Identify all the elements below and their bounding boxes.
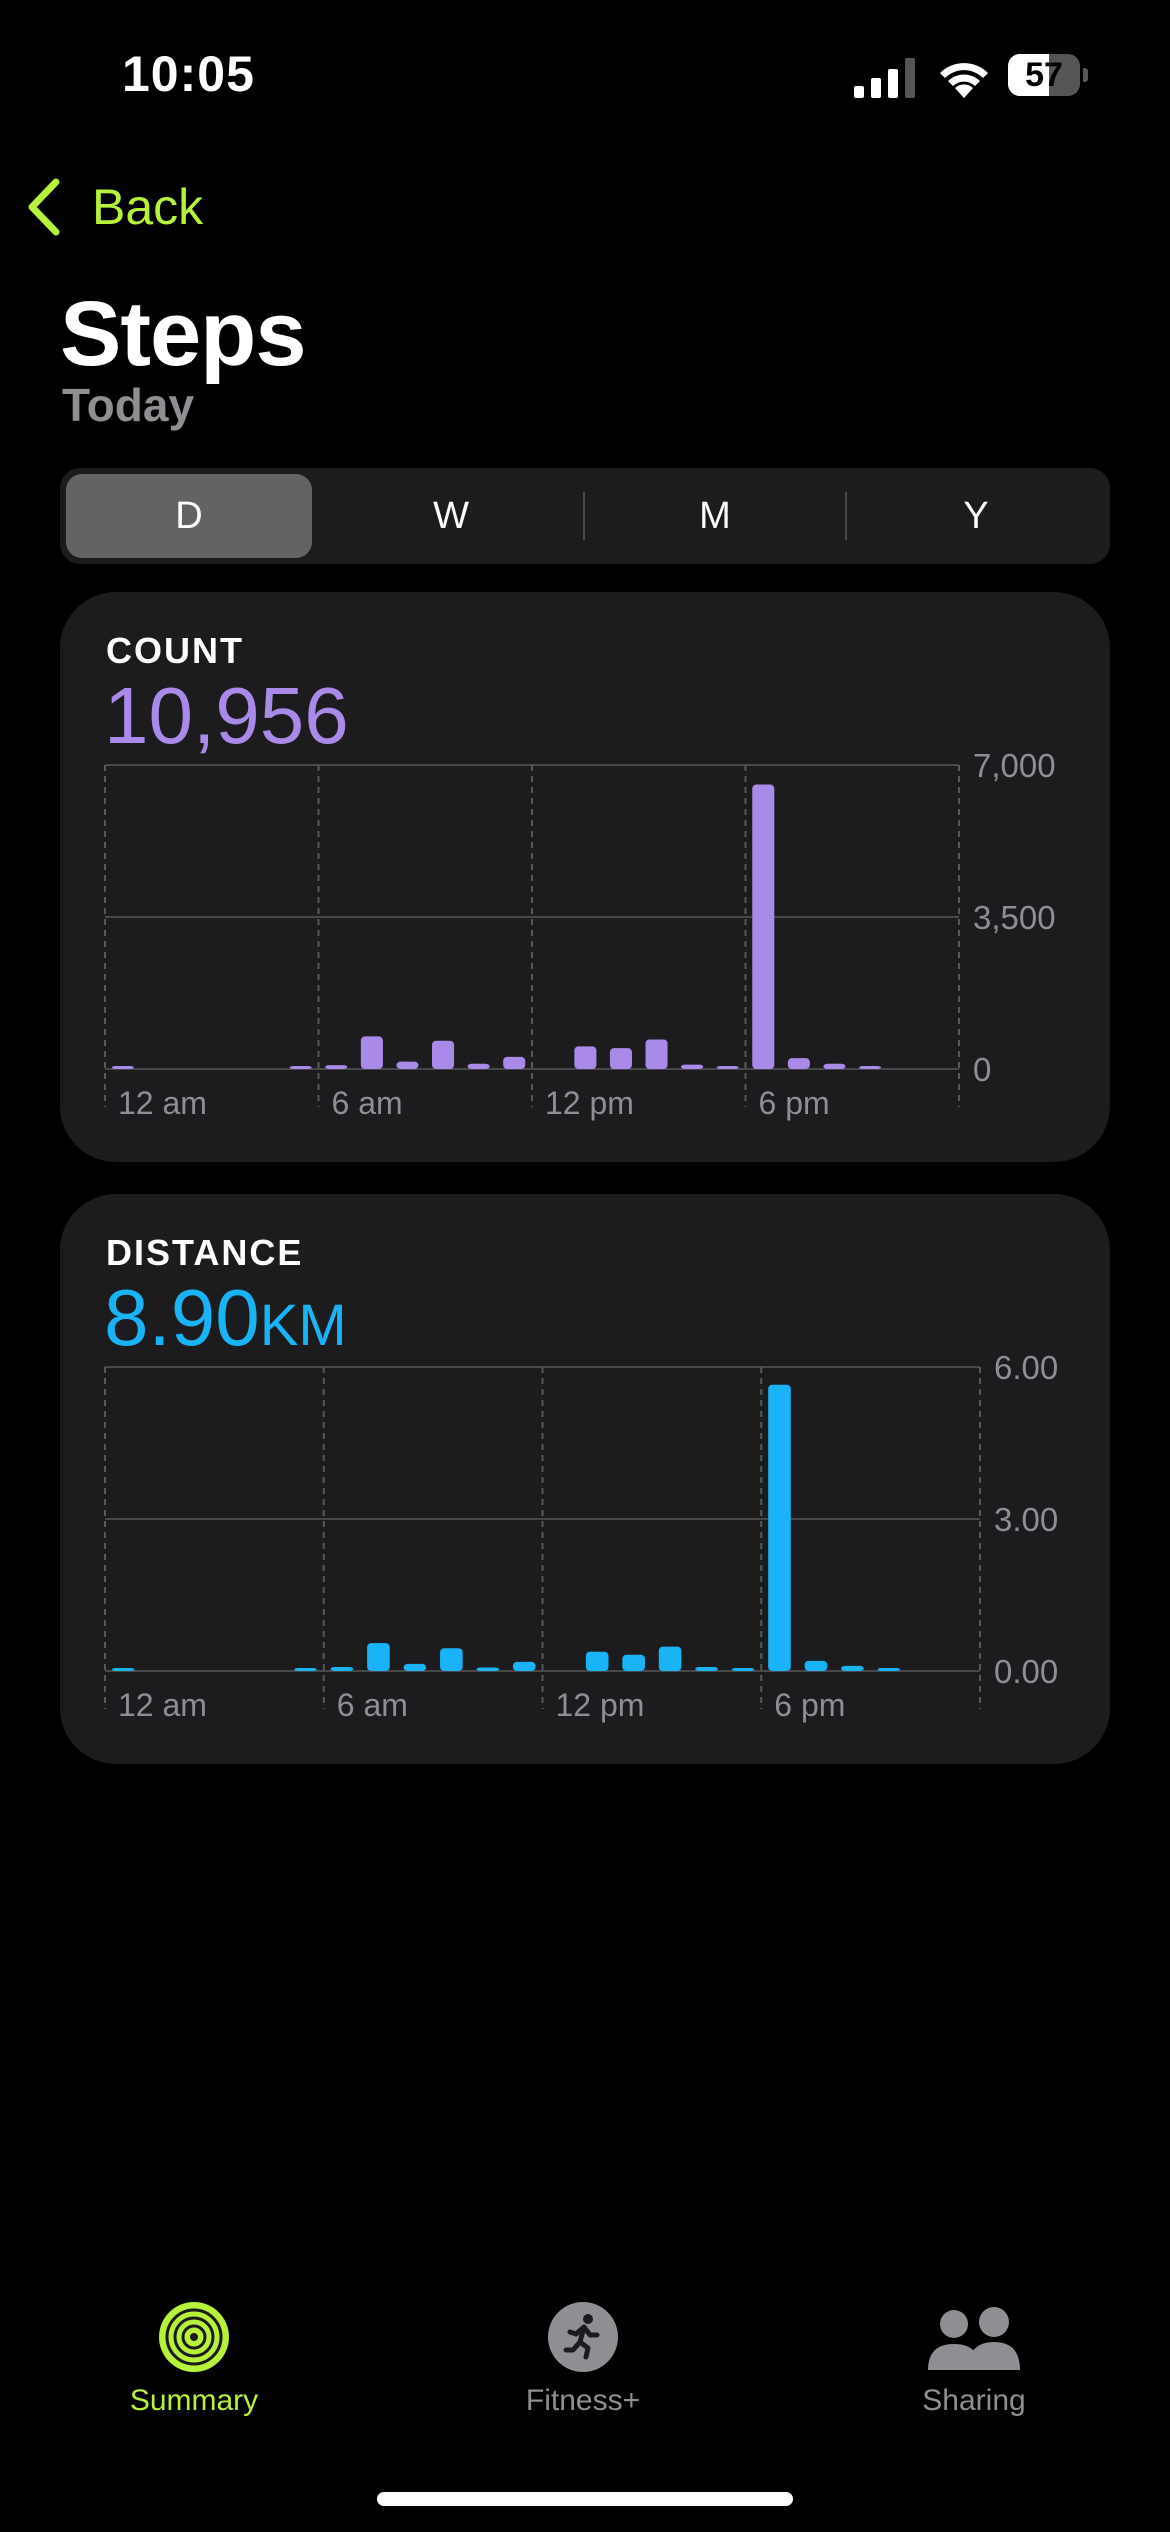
- chevron-left-icon: [28, 178, 60, 236]
- back-button[interactable]: Back: [24, 172, 203, 242]
- tab-sharing[interactable]: Sharing: [844, 2300, 1104, 2418]
- status-time: 10:05: [122, 46, 255, 102]
- segment-divider: [845, 492, 847, 540]
- tab-bar: Summary Fitness+ Sharing: [0, 2280, 1170, 2532]
- bar: [325, 1065, 348, 1069]
- bar: [823, 1063, 846, 1069]
- y-tick-label: 6.00: [994, 1349, 1058, 1386]
- bar: [512, 1661, 536, 1671]
- y-tick-label: 7,000: [973, 747, 1056, 784]
- page-title: Steps: [60, 283, 307, 385]
- bar: [681, 1064, 704, 1069]
- people-icon: [928, 2307, 1020, 2370]
- x-tick-label: 12 am: [118, 1687, 207, 1723]
- bar: [752, 784, 775, 1069]
- bar: [731, 1668, 755, 1671]
- fitness-runner-icon: [548, 2302, 618, 2372]
- y-tick-label: 0.00: [994, 1653, 1058, 1690]
- distance-label: DISTANCE: [106, 1232, 304, 1273]
- distance-chart: 6.00 3.00 0.00 12 am 6 am 12 pm 6 pm: [104, 1349, 1058, 1723]
- distance-unit: KM: [259, 1293, 347, 1358]
- bar: [695, 1666, 718, 1671]
- x-tick-label: 12 am: [118, 1085, 207, 1121]
- x-tick-label: 6 pm: [774, 1687, 845, 1723]
- x-tick-label: 12 pm: [556, 1687, 645, 1723]
- bar: [787, 1058, 810, 1069]
- cellular-signal-icon: [854, 58, 915, 98]
- bar: [111, 1066, 134, 1069]
- bar: [330, 1666, 354, 1671]
- segment-day[interactable]: D: [66, 474, 312, 558]
- x-tick-label: 6 am: [332, 1085, 403, 1121]
- tab-label: Fitness+: [525, 2384, 641, 2417]
- count-label: COUNT: [106, 630, 244, 671]
- segment-month[interactable]: M: [699, 495, 731, 537]
- battery-icon: 57: [1008, 54, 1088, 96]
- distance-value: 8.90KM: [104, 1274, 347, 1362]
- bar: [645, 1039, 668, 1069]
- tab-label: Summary: [129, 2384, 259, 2417]
- bar: [658, 1646, 682, 1671]
- home-indicator: [377, 2492, 793, 2506]
- y-tick-label: 3.00: [994, 1501, 1058, 1538]
- bar: [859, 1066, 882, 1069]
- segment-divider: [583, 492, 585, 540]
- distance-card[interactable]: DISTANCE 8.90KM 6.00 3.00 0.00 12 am 6 am 12 …: [60, 1194, 1110, 1764]
- x-tick-label: 6 am: [337, 1687, 408, 1723]
- bar: [841, 1665, 864, 1671]
- y-tick-label: 3,500: [973, 899, 1056, 936]
- battery-level: 57: [1025, 56, 1063, 94]
- wifi-icon: [940, 63, 988, 98]
- page-subtitle: Today: [62, 379, 195, 431]
- steps-count-chart: 7,000 3,500 0 12 am 6 am 12 pm 6 pm: [104, 747, 1056, 1121]
- segment-week[interactable]: W: [433, 495, 469, 537]
- bar: [367, 1643, 390, 1671]
- bar: [432, 1040, 455, 1069]
- bar: [574, 1046, 597, 1069]
- status-bar: 10:05 57: [0, 0, 1170, 150]
- bar: [360, 1036, 383, 1069]
- x-tick-label: 12 pm: [545, 1085, 634, 1121]
- bar: [585, 1651, 609, 1671]
- bar: [716, 1066, 739, 1069]
- bar: [622, 1654, 645, 1671]
- y-tick-label: 0: [973, 1051, 991, 1088]
- count-card[interactable]: COUNT 10,956 7,000 3,500 0 12 am 6 am 12 pm 6 …: [60, 592, 1110, 1162]
- bar: [768, 1384, 791, 1671]
- x-tick-label: 6 pm: [759, 1085, 830, 1121]
- bar: [289, 1066, 312, 1069]
- bar: [396, 1061, 419, 1069]
- bar: [467, 1063, 490, 1069]
- bar: [804, 1660, 828, 1671]
- bar: [877, 1668, 901, 1671]
- tab-summary[interactable]: Summary: [64, 2300, 324, 2418]
- bar: [476, 1667, 500, 1671]
- segment-year[interactable]: Y: [963, 495, 989, 537]
- count-value: 10,956: [104, 671, 349, 760]
- bar: [440, 1648, 463, 1671]
- bar: [503, 1056, 526, 1069]
- bar: [609, 1048, 632, 1069]
- period-segmented-control: D W M Y: [60, 468, 1110, 564]
- activity-rings-icon: [159, 2302, 229, 2372]
- bar: [403, 1663, 427, 1671]
- bar: [294, 1668, 317, 1671]
- tab-label: Sharing: [922, 2384, 1026, 2417]
- bar: [111, 1668, 135, 1671]
- tab-fitness-plus[interactable]: Fitness+: [453, 2300, 713, 2418]
- distance-number: 8.90: [104, 1273, 260, 1362]
- back-label: Back: [92, 179, 204, 235]
